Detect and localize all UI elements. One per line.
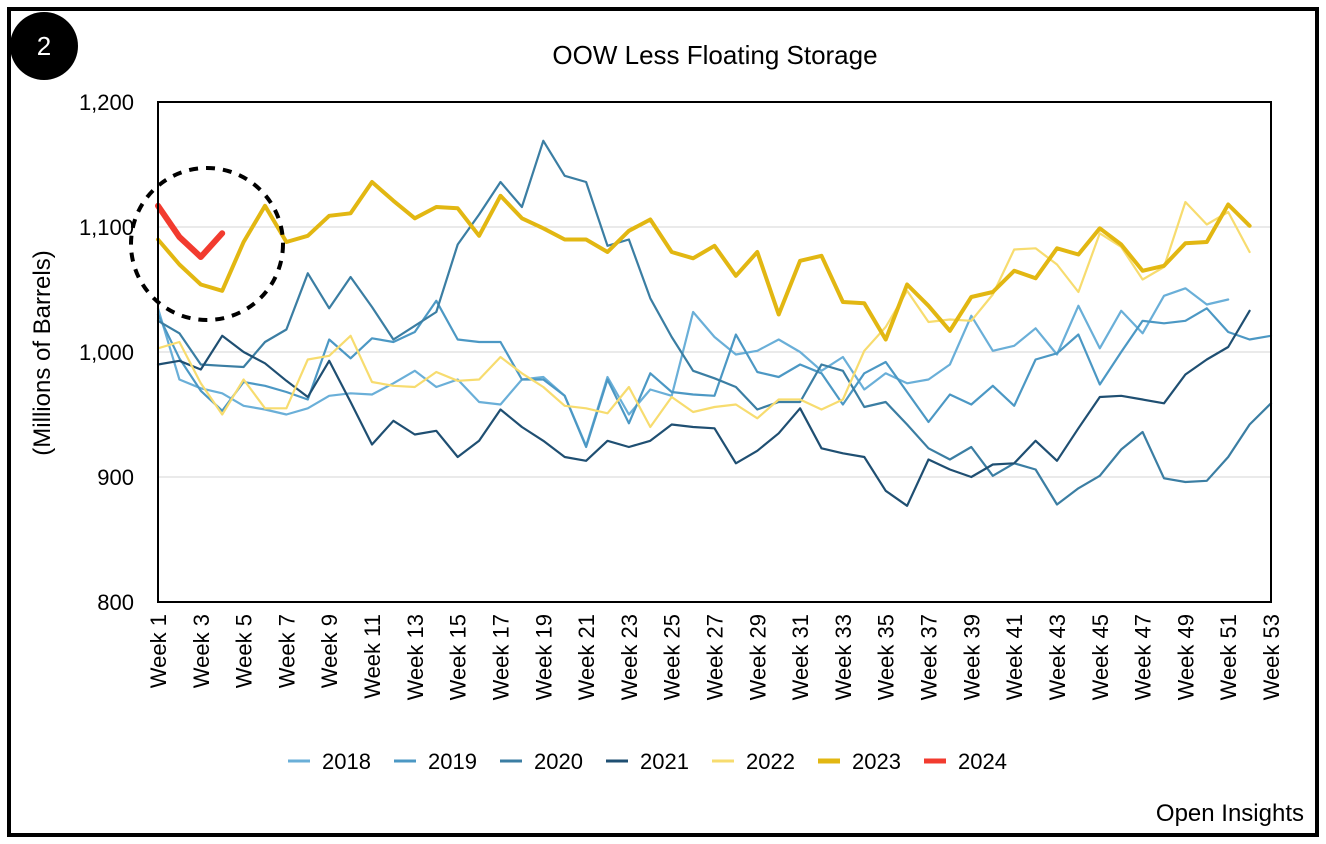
x-tick-label: Week 43: [1045, 614, 1070, 700]
x-tick-label: Week 17: [488, 614, 513, 700]
y-tick-label: 800: [97, 590, 134, 615]
legend: 2018 2019 2020 2021 2022 2023 2024: [288, 749, 1007, 774]
series-line-2021: [156, 309, 1251, 507]
x-axis-ticks: Week 1 Week 3 Week 5 Week 7 Week 9 Week 11 Wee…: [146, 614, 1284, 700]
x-tick-label: Week 19: [531, 614, 556, 700]
series-line-2022: [156, 200, 1251, 429]
y-tick-label: 1,200: [79, 90, 134, 115]
series-line-2018: [156, 287, 1230, 447]
x-tick-label: Week 47: [1131, 614, 1156, 700]
x-tick-label: Week 51: [1216, 614, 1241, 700]
x-tick-label: Week 35: [874, 614, 899, 700]
y-tick-label: 900: [97, 465, 134, 490]
legend-label-2018: 2018: [322, 749, 371, 774]
x-tick-label: Week 7: [274, 614, 299, 688]
legend-label-2024: 2024: [958, 749, 1007, 774]
x-tick-label: Week 41: [1002, 614, 1027, 700]
legend-label-2020: 2020: [534, 749, 583, 774]
y-axis-label: (Millions of Barrels): [29, 250, 56, 455]
chart-title: OOW Less Floating Storage: [552, 40, 877, 70]
plot-area-border: [157, 101, 1272, 603]
x-tick-label: Week 13: [403, 614, 428, 700]
x-tick-label: Week 11: [360, 614, 385, 699]
legend-label-2021: 2021: [640, 749, 689, 774]
x-tick-label: Week 53: [1259, 614, 1284, 700]
x-tick-label: Week 33: [831, 614, 856, 700]
x-tick-label: Week 29: [745, 614, 770, 700]
x-tick-label: Week 1: [146, 614, 171, 688]
x-tick-label: Week 39: [959, 614, 984, 700]
x-tick-label: Week 27: [703, 614, 728, 700]
y-tick-label: 1,000: [79, 340, 134, 365]
x-tick-label: Week 21: [574, 614, 599, 700]
x-tick-label: Week 37: [917, 614, 942, 700]
x-tick-label: Week 5: [232, 614, 257, 688]
x-tick-label: Week 3: [189, 614, 214, 688]
legend-label-2019: 2019: [428, 749, 477, 774]
y-tick-label: 1,100: [79, 215, 134, 240]
highlight-circle: [129, 166, 285, 322]
x-tick-label: Week 15: [446, 614, 471, 700]
x-tick-label: Week 23: [617, 614, 642, 700]
chart-frame: [7, 7, 1319, 837]
slide-number: 2: [36, 30, 52, 61]
series-line-2024: [155, 202, 226, 260]
series-line-2019: [156, 299, 1273, 449]
series-line-2023: [156, 180, 1252, 342]
x-tick-label: Week 31: [788, 614, 813, 700]
y-axis-ticks: 800 900 1,000 1,100 1,200: [79, 90, 134, 615]
source-label: Open Insights: [1155, 800, 1304, 827]
x-tick-label: Week 25: [660, 614, 685, 700]
x-tick-label: Week 45: [1088, 614, 1113, 700]
legend-label-2023: 2023: [852, 749, 901, 774]
series-lines: [155, 139, 1273, 507]
slide-number-badge: 2: [10, 12, 78, 80]
legend-label-2022: 2022: [746, 749, 795, 774]
series-line-2020: [156, 139, 1273, 506]
x-tick-label: Week 49: [1173, 614, 1198, 700]
x-tick-label: Week 9: [317, 614, 342, 688]
